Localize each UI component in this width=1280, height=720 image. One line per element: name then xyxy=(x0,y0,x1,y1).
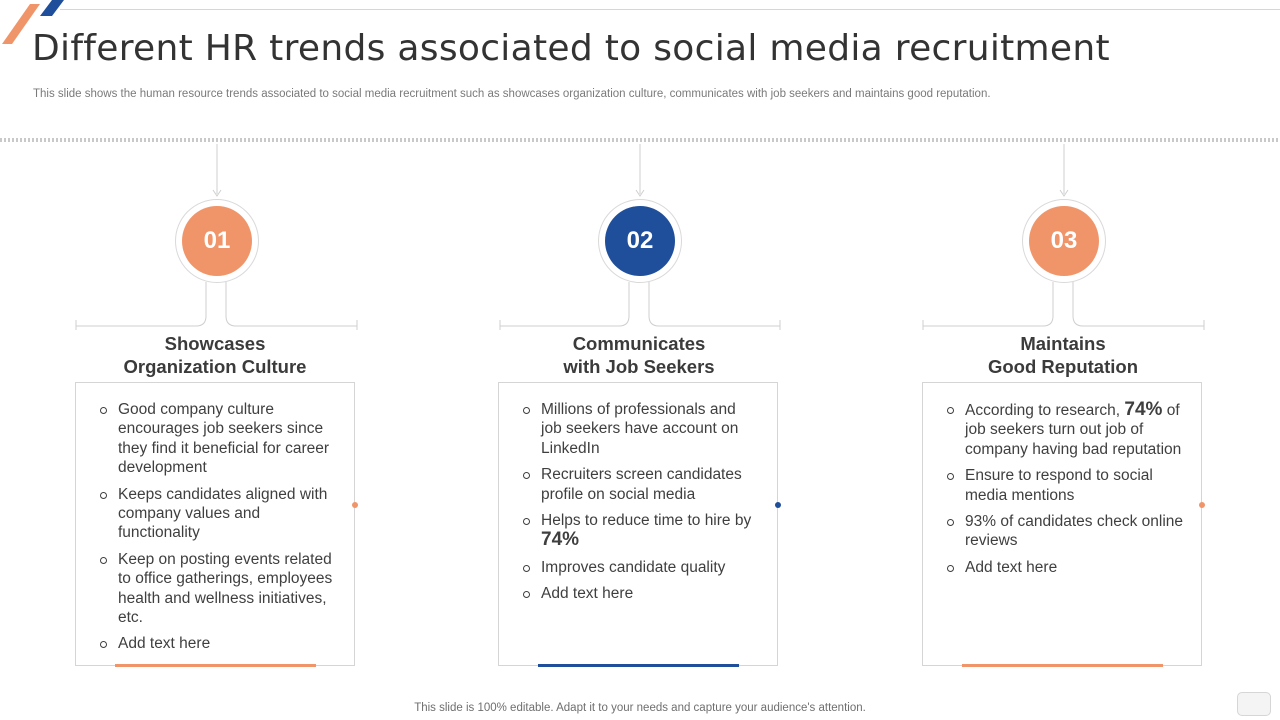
accent-dot xyxy=(775,502,781,508)
number-badge-01: 01 xyxy=(175,199,259,283)
circle-bullet-icon xyxy=(523,564,530,572)
card-showcases: Good company culture encourages job seek… xyxy=(75,382,358,667)
page-subtitle: This slide shows the human resource tren… xyxy=(33,88,991,100)
column-title-line: with Job Seekers xyxy=(563,356,715,377)
number-badge-02: 02 xyxy=(598,199,682,283)
circle-bullet-icon xyxy=(523,472,530,480)
list-item: Improves candidate quality xyxy=(521,558,759,577)
column-title-line: Maintains xyxy=(1020,333,1106,354)
list-item-text: Add text here xyxy=(965,558,1058,576)
circle-bullet-icon xyxy=(523,518,530,526)
list-item-text: Add text here xyxy=(118,635,211,653)
list-item-text: Millions of professionals and job seeker… xyxy=(541,401,739,457)
accent-bar xyxy=(115,664,316,667)
page-title: Different HR trends associated to social… xyxy=(32,28,1110,69)
number-label: 02 xyxy=(605,206,675,276)
list-item: 93% of candidates check online reviews xyxy=(945,512,1183,551)
list-item-text: of job seekers turn out job of company h… xyxy=(965,402,1182,458)
slide-nav-icon[interactable] xyxy=(1237,692,1271,716)
list-item: Helps to reduce time to hire by 74% xyxy=(521,511,759,551)
number-label: 03 xyxy=(1029,206,1099,276)
list-item-text: Keeps candidates aligned with company va… xyxy=(118,485,328,542)
card-communicates: Millions of professionals and job seeker… xyxy=(498,382,781,667)
circle-bullet-icon xyxy=(100,407,107,414)
accent-dot xyxy=(1199,502,1205,508)
list-item-text: Keep on posting events related to office… xyxy=(118,550,333,627)
column-title-line: Good Reputation xyxy=(987,356,1139,377)
list-item: Keeps candidates aligned with company va… xyxy=(98,485,336,543)
column-title-maintains: Maintains Good Reputation xyxy=(923,332,1203,378)
column-title-showcases: Showcases Organization Culture xyxy=(75,332,355,378)
circle-bullet-icon xyxy=(523,591,530,599)
card-maintains: According to research, 74% of job seeker… xyxy=(922,382,1205,667)
list-item: According to research, 74% of job seeker… xyxy=(945,400,1183,459)
list-item-text: Recruiters screen candidates profile on … xyxy=(541,466,742,503)
accent-bar xyxy=(962,664,1163,667)
list-item: Keep on posting events related to office… xyxy=(98,550,336,628)
accent-dot xyxy=(352,502,358,508)
accent-bar xyxy=(538,664,739,667)
column-title-line: Organization Culture xyxy=(123,356,307,377)
highlight-stat: 74% xyxy=(1124,399,1163,420)
column-title-communicates: Communicates with Job Seekers xyxy=(499,332,779,378)
list-item: Add text here xyxy=(945,558,1183,577)
circle-bullet-icon xyxy=(523,407,530,414)
circle-bullet-icon xyxy=(947,519,954,527)
list-item: Ensure to respond to social media mentio… xyxy=(945,466,1183,505)
list-item-text: Good company culture encourages job seek… xyxy=(118,401,330,477)
corner-stripes-logo xyxy=(2,0,64,44)
list-item-text: According to research, xyxy=(965,402,1125,419)
number-badge-03: 03 xyxy=(1022,199,1106,283)
column-title-line: Showcases xyxy=(164,333,266,354)
circle-bullet-icon xyxy=(947,473,954,481)
circle-bullet-icon xyxy=(947,407,954,414)
top-rule xyxy=(60,9,1280,10)
bullet-list: According to research, 74% of job seeker… xyxy=(945,400,1183,584)
highlight-stat: 74% xyxy=(541,529,580,551)
list-item: Add text here xyxy=(98,634,336,653)
list-item-text: Helps to reduce time to hire by xyxy=(541,512,752,530)
circle-bullet-icon xyxy=(947,564,954,572)
list-item-text: 93% of candidates check online reviews xyxy=(965,513,1184,550)
footer-note: This slide is 100% editable. Adapt it to… xyxy=(414,702,866,714)
number-label: 01 xyxy=(182,206,252,276)
list-item: Add text here xyxy=(521,584,759,603)
list-item-text: Improves candidate quality xyxy=(541,558,726,576)
list-item-text: Add text here xyxy=(541,585,634,603)
dotted-divider xyxy=(0,138,1280,142)
circle-bullet-icon xyxy=(100,641,107,649)
bullet-list: Millions of professionals and job seeker… xyxy=(521,400,759,611)
list-item: Recruiters screen candidates profile on … xyxy=(521,465,759,504)
list-item: Millions of professionals and job seeker… xyxy=(521,400,759,458)
circle-bullet-icon xyxy=(100,556,107,564)
bullet-list: Good company culture encourages job seek… xyxy=(98,400,336,661)
circle-bullet-icon xyxy=(100,491,107,499)
column-title-line: Communicates xyxy=(572,333,706,354)
list-item-text: Ensure to respond to social media mentio… xyxy=(965,467,1153,504)
list-item: Good company culture encourages job seek… xyxy=(98,400,336,478)
